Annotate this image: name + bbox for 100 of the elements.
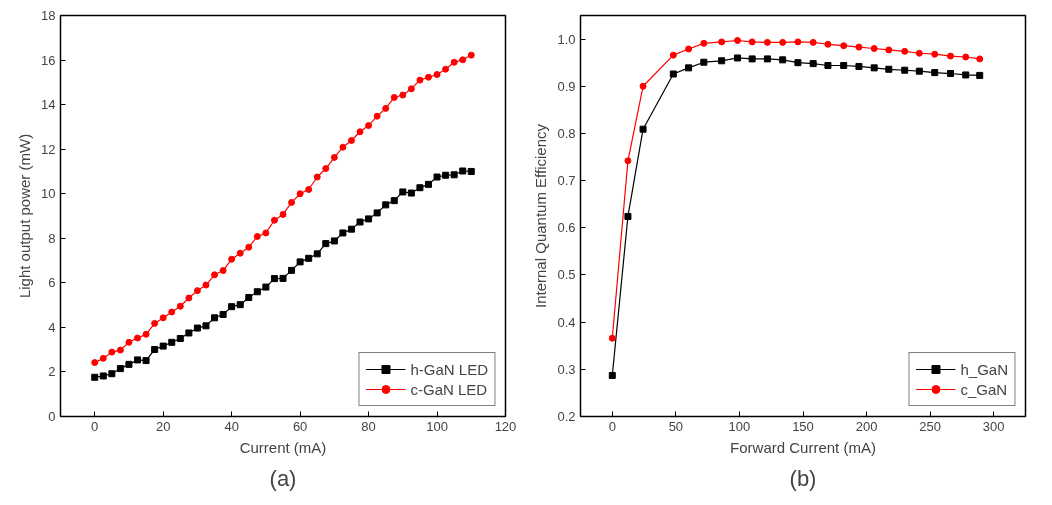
point	[245, 294, 253, 302]
point	[946, 52, 954, 60]
point	[151, 319, 159, 327]
point	[347, 225, 355, 233]
point	[962, 71, 970, 79]
point	[608, 334, 616, 342]
point	[313, 173, 321, 181]
point	[407, 189, 415, 197]
legend-label: c_GaN	[960, 380, 1008, 398]
point	[116, 346, 124, 354]
point	[219, 267, 227, 275]
point	[202, 322, 210, 330]
point	[433, 71, 441, 79]
point	[168, 308, 176, 316]
point	[976, 55, 984, 63]
point	[794, 38, 802, 46]
y-axis-title: Internal Quantum Efficiency	[532, 123, 550, 308]
x-tick-label: 300	[982, 418, 1005, 434]
point	[373, 209, 381, 217]
point	[809, 60, 817, 68]
point	[931, 69, 939, 77]
y-axis-title: Light output power (mW)	[16, 133, 34, 299]
point	[245, 243, 253, 251]
point	[824, 40, 832, 48]
point	[339, 229, 347, 237]
point	[962, 53, 970, 61]
point	[228, 255, 236, 263]
point	[382, 201, 390, 209]
point	[236, 249, 244, 257]
point	[270, 216, 278, 224]
point	[824, 62, 832, 70]
point	[193, 287, 201, 295]
point	[288, 266, 296, 274]
text: (a)	[269, 465, 297, 491]
point	[330, 153, 338, 161]
point	[467, 51, 475, 59]
point	[356, 128, 364, 136]
x-axis-title: Current (mA)	[239, 438, 327, 456]
point	[467, 167, 475, 175]
y-tick-label: 0.3	[557, 361, 576, 377]
point	[159, 314, 167, 322]
point	[125, 338, 133, 346]
legend-label: c-GaN LED	[410, 380, 488, 398]
point	[339, 143, 347, 151]
point	[840, 62, 848, 70]
point	[347, 136, 355, 144]
x-tick-label: 60	[292, 418, 308, 434]
point	[322, 165, 330, 173]
x-tick-label: 150	[792, 418, 814, 434]
point	[296, 258, 304, 266]
point	[718, 38, 726, 46]
point	[669, 70, 677, 78]
point	[416, 184, 424, 192]
point	[763, 55, 771, 63]
point	[288, 198, 296, 206]
point	[253, 233, 261, 240]
point	[108, 348, 116, 356]
point	[915, 49, 923, 57]
x-tick-label: 100	[426, 418, 448, 434]
point	[718, 57, 726, 65]
point	[450, 58, 458, 66]
point	[639, 125, 647, 133]
point	[211, 314, 219, 322]
x-tick-label: 20	[155, 418, 171, 434]
point	[424, 73, 432, 81]
point	[450, 171, 458, 179]
point	[365, 215, 373, 223]
point	[946, 70, 954, 78]
y-tick-label: 12	[41, 141, 56, 157]
point	[176, 335, 184, 343]
point	[116, 365, 124, 373]
point	[356, 218, 364, 226]
x-axis-title: Forward Current (mA)	[730, 438, 876, 456]
point	[279, 274, 287, 282]
x-tick-label: 0	[608, 418, 616, 434]
point	[608, 371, 616, 379]
point	[365, 122, 373, 130]
point	[219, 310, 227, 318]
x-tick-label: 100	[728, 418, 751, 434]
point	[270, 275, 278, 283]
x-tick-label: 40	[224, 418, 239, 434]
point	[390, 93, 398, 101]
point	[193, 324, 201, 332]
text: (b)	[789, 465, 817, 491]
point	[202, 281, 210, 289]
point	[399, 188, 407, 196]
point	[279, 210, 287, 218]
point	[840, 42, 848, 50]
point	[99, 372, 107, 380]
point	[870, 64, 878, 72]
y-tick-label: 6	[48, 275, 56, 291]
point	[700, 39, 708, 47]
point	[91, 373, 99, 381]
y-tick-label: 0.7	[557, 173, 576, 189]
point	[885, 65, 893, 73]
point	[885, 46, 893, 54]
point	[330, 237, 338, 245]
point	[779, 38, 787, 46]
point	[639, 82, 647, 90]
point	[262, 229, 270, 237]
